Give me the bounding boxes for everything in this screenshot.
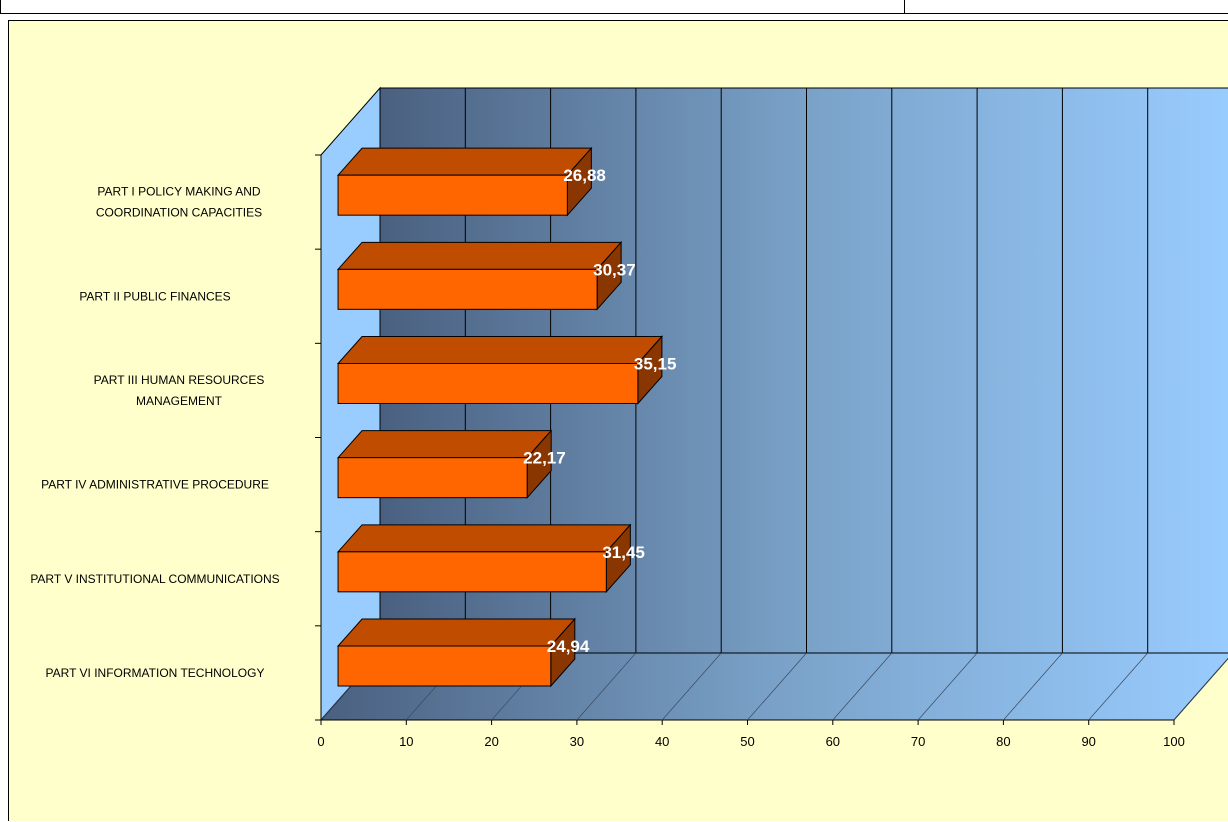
gridline-floor [1003, 652, 1063, 721]
x-tick-label: 0 [317, 734, 324, 749]
gridline-floor [576, 652, 637, 721]
x-tick-label: 20 [484, 734, 498, 749]
x-tick-label: 80 [996, 734, 1010, 749]
bar-top-face [336, 524, 632, 553]
top-left-border [0, 0, 1, 14]
data-label: 30,37 [593, 260, 636, 279]
bar-2 [336, 241, 623, 311]
x-tick-label: 10 [399, 734, 413, 749]
data-label: 26,88 [563, 166, 606, 185]
category-label-line: MANAGEMENT [136, 394, 223, 408]
bar-top-face [336, 336, 664, 364]
category-label-line: PART III HUMAN RESOURCES [94, 373, 265, 387]
top-strip [0, 0, 1228, 14]
category-label: PART II PUBLIC FINANCES [79, 289, 230, 303]
category-label: PART III HUMAN RESOURCES MANAGEMENT [94, 373, 265, 408]
category-label-line: PART VI INFORMATION TECHNOLOGY [46, 666, 265, 680]
x-tick-label: 70 [911, 734, 925, 749]
chart-area: 0 10 20 30 40 50 60 70 80 90 100 26,88 PART I POLICY… [8, 20, 1228, 821]
bar-top-face [336, 618, 576, 647]
data-label: 35,15 [634, 355, 677, 374]
bar-front-face [337, 457, 528, 499]
gridline-floor [1088, 652, 1148, 721]
category-label: PART V INSTITUTIONAL COMMUNICATIONS [30, 572, 279, 586]
bar-front-face [337, 363, 639, 404]
bar-1 [336, 146, 593, 217]
category-label-line: PART II PUBLIC FINANCES [79, 289, 230, 303]
category-label: PART VI INFORMATION TECHNOLOGY [46, 666, 265, 680]
top-divider [904, 0, 905, 14]
bar-chart: 0 10 20 30 40 50 60 70 80 90 100 26,88 PART I POLICY… [30, 86, 1228, 749]
bar-top-face [336, 430, 553, 459]
x-tick-label: 90 [1081, 734, 1095, 749]
x-tick-label: 100 [1163, 734, 1185, 749]
gridline-floor [661, 652, 722, 721]
category-label-line: PART I POLICY MAKING AND [97, 185, 260, 199]
x-tick-label: 50 [740, 734, 754, 749]
x-tick-label: 30 [570, 734, 584, 749]
category-label-line: PART IV ADMINISTRATIVE PROCEDURE [41, 478, 269, 492]
bar-front-face [337, 551, 607, 593]
bar-front-face [337, 268, 598, 310]
data-label: 31,45 [602, 543, 645, 562]
bar-front-face [337, 174, 568, 216]
gridline-floor [747, 652, 807, 721]
category-label-line: COORDINATION CAPACITIES [96, 206, 262, 220]
bar-5 [336, 523, 632, 594]
category-label: PART I POLICY MAKING AND COORDINATION CAP… [96, 185, 262, 220]
bar-3 [336, 335, 664, 405]
bar-4 [336, 429, 553, 499]
bar-top-face [336, 241, 623, 270]
x-tick-label: 60 [826, 734, 840, 749]
x-tick-label: 40 [655, 734, 669, 749]
gridline-floor [832, 652, 893, 721]
top-border-line [0, 13, 1228, 14]
bar-front-face [337, 645, 552, 687]
data-label: 22,17 [523, 449, 566, 468]
category-label: PART IV ADMINISTRATIVE PROCEDURE [41, 478, 269, 492]
data-label: 24,94 [547, 637, 590, 656]
gridline-floor [1173, 658, 1228, 721]
bar-top-face [336, 147, 593, 176]
category-label-line: PART V INSTITUTIONAL COMMUNICATIONS [30, 572, 279, 586]
gridline-floor [917, 652, 978, 721]
bar-6 [336, 617, 576, 688]
